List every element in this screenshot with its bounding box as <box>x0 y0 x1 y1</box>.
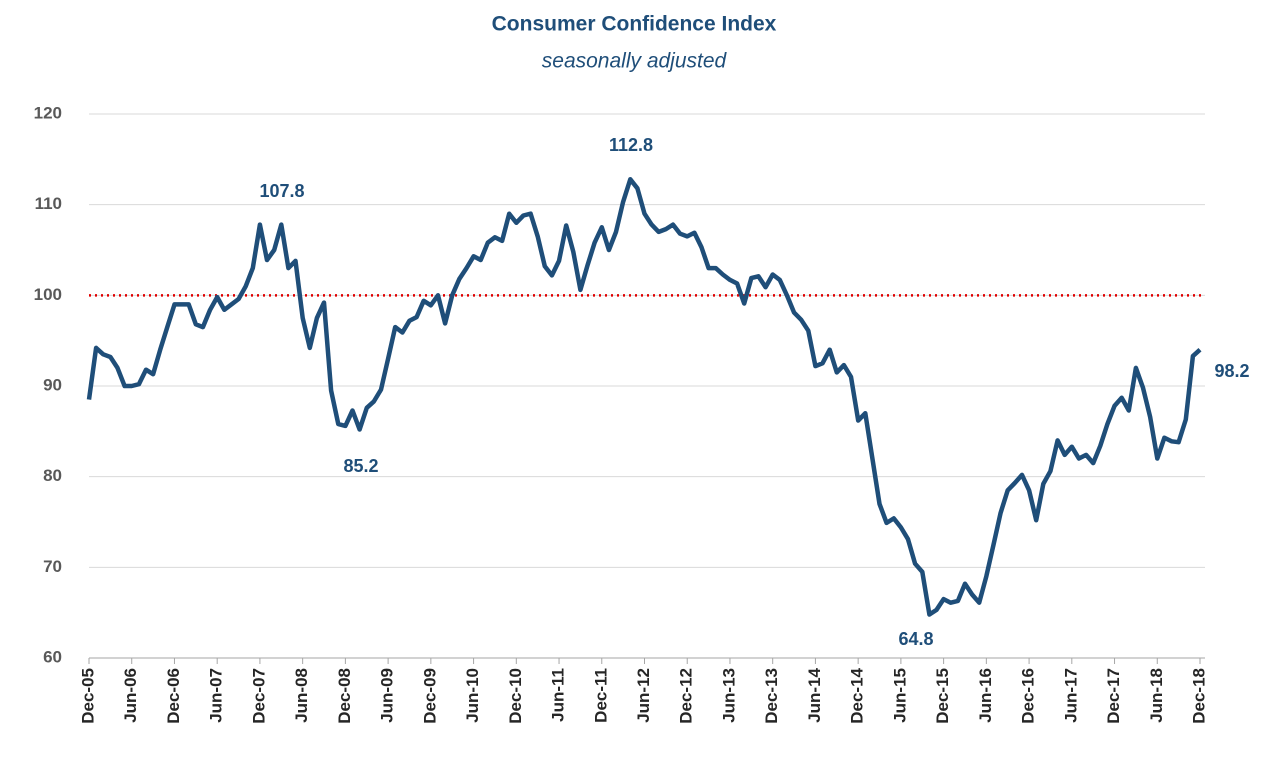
x-tick-label: Dec-07 <box>249 668 268 724</box>
x-tick-label: Dec-10 <box>506 668 525 724</box>
y-tick-label: 120 <box>34 103 62 122</box>
x-tick-label: Dec-13 <box>762 668 781 724</box>
x-tick-label: Dec-11 <box>591 668 610 723</box>
y-tick-label: 100 <box>34 285 62 304</box>
x-tick-label: Jun-11 <box>549 668 568 722</box>
annotation: 112.8 <box>609 135 653 155</box>
x-tick-label: Dec-05 <box>78 668 97 724</box>
annotation: 107.8 <box>259 181 304 201</box>
x-tick-label: Jun-18 <box>1147 668 1166 723</box>
chart-subtitle: seasonally adjusted <box>542 50 728 73</box>
x-tick-label: Jun-17 <box>1061 668 1080 723</box>
x-tick-label: Jun-15 <box>890 668 909 723</box>
y-tick-label: 90 <box>43 375 62 394</box>
annotation: 85.2 <box>343 456 378 476</box>
y-tick-label: 110 <box>35 194 62 213</box>
x-tick-label: Jun-07 <box>207 668 226 723</box>
x-tick-label: Jun-16 <box>976 668 995 723</box>
x-tick-label: Dec-12 <box>677 668 696 724</box>
annotation: 98.2 <box>1214 361 1249 381</box>
x-tick-label: Dec-15 <box>933 668 952 724</box>
x-tick-label: Dec-08 <box>335 668 354 724</box>
x-tick-label: Dec-09 <box>420 668 439 724</box>
y-tick-label: 60 <box>43 647 62 666</box>
x-tick-label: Jun-14 <box>805 667 824 722</box>
x-tick-label: Dec-18 <box>1189 668 1208 724</box>
data-line <box>86 177 1202 617</box>
x-tick-label: Jun-13 <box>719 668 738 723</box>
x-tick-label: Dec-06 <box>164 668 183 724</box>
x-tick-label: Jun-06 <box>121 668 140 723</box>
x-tick-label: Dec-16 <box>1019 668 1038 724</box>
x-tick-label: Jun-12 <box>634 668 653 723</box>
y-tick-label: 70 <box>43 557 62 576</box>
x-tick-label: Dec-17 <box>1104 668 1123 724</box>
x-tick-label: Jun-08 <box>292 668 311 723</box>
annotation: 64.8 <box>898 629 933 649</box>
x-tick-label: Jun-10 <box>463 668 482 723</box>
x-tick-label: Dec-14 <box>848 667 867 723</box>
y-tick-label: 80 <box>43 466 62 485</box>
chart-title: Consumer Confidence Index <box>492 13 777 36</box>
x-tick-label: Jun-09 <box>378 668 397 723</box>
